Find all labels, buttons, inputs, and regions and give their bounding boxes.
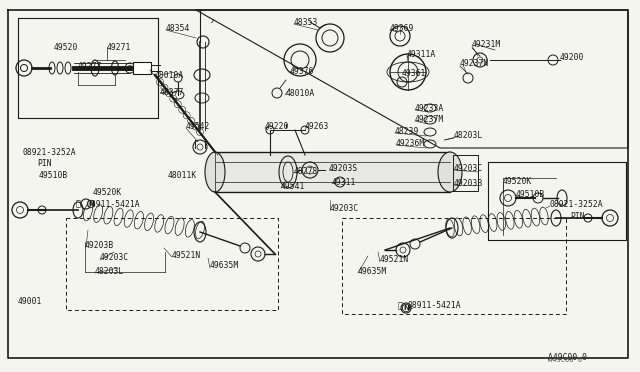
Text: 49520K: 49520K xyxy=(93,187,122,196)
Text: 48010A: 48010A xyxy=(286,89,316,97)
Text: 49311: 49311 xyxy=(332,177,356,186)
Text: 08911-5421A: 08911-5421A xyxy=(408,301,461,311)
Text: 49369: 49369 xyxy=(390,23,414,32)
Text: 08921-3252A: 08921-3252A xyxy=(22,148,76,157)
Text: 48273: 48273 xyxy=(294,167,318,176)
Text: 49361: 49361 xyxy=(402,68,426,77)
Text: 49220: 49220 xyxy=(265,122,289,131)
Text: A49C00 0: A49C00 0 xyxy=(548,353,587,362)
Text: 49001: 49001 xyxy=(18,298,42,307)
Text: 48239: 48239 xyxy=(395,126,419,135)
Text: 49203C: 49203C xyxy=(100,253,129,263)
Text: 49263: 49263 xyxy=(305,122,330,131)
Text: 49520: 49520 xyxy=(54,42,78,51)
Text: 49203B: 49203B xyxy=(85,241,115,250)
Text: 49237N: 49237N xyxy=(460,58,489,67)
Text: 49521N: 49521N xyxy=(380,256,409,264)
Text: N: N xyxy=(88,201,94,207)
Text: 49635M: 49635M xyxy=(358,266,387,276)
Text: N: N xyxy=(403,305,409,311)
Text: 49520K: 49520K xyxy=(503,176,532,186)
Text: 49541: 49541 xyxy=(281,182,305,190)
Bar xyxy=(215,152,450,192)
Ellipse shape xyxy=(438,152,462,192)
Text: Ⓝ: Ⓝ xyxy=(397,301,403,311)
Text: 48011K: 48011K xyxy=(168,170,197,180)
Text: 48354: 48354 xyxy=(166,23,190,32)
Ellipse shape xyxy=(205,152,225,192)
Text: 49236M: 49236M xyxy=(396,138,425,148)
Text: 49203S: 49203S xyxy=(329,164,358,173)
Text: 48377: 48377 xyxy=(160,87,184,96)
Text: 49231M: 49231M xyxy=(472,39,501,48)
Text: 49271: 49271 xyxy=(107,42,131,51)
Text: 48203L: 48203L xyxy=(454,131,483,140)
Text: 48010A: 48010A xyxy=(155,71,184,80)
Text: 49311A: 49311A xyxy=(407,49,436,58)
Text: 49510B: 49510B xyxy=(39,170,68,180)
Text: 49203C: 49203C xyxy=(454,164,483,173)
Text: 08911-5421A: 08911-5421A xyxy=(86,199,140,208)
Bar xyxy=(133,62,151,74)
Text: 49376: 49376 xyxy=(290,67,314,76)
Text: 49542: 49542 xyxy=(186,122,211,131)
Text: 49233A: 49233A xyxy=(415,103,444,112)
Text: 49635M: 49635M xyxy=(210,262,239,270)
Text: 49237M: 49237M xyxy=(415,115,444,124)
Text: Ⓝ: Ⓝ xyxy=(76,199,81,208)
Text: A49C00 0: A49C00 0 xyxy=(548,357,582,363)
Text: 49510B: 49510B xyxy=(516,189,545,199)
Text: 48203L: 48203L xyxy=(95,266,124,276)
Text: PIN: PIN xyxy=(37,158,52,167)
Text: 49203C: 49203C xyxy=(330,203,359,212)
Text: 49203B: 49203B xyxy=(454,179,483,187)
Text: 49200: 49200 xyxy=(560,52,584,61)
Bar xyxy=(453,155,478,191)
Text: 49521N: 49521N xyxy=(172,250,201,260)
Text: 49277: 49277 xyxy=(78,61,102,71)
Text: PIN: PIN xyxy=(570,212,584,221)
Text: 08921-3252A: 08921-3252A xyxy=(550,199,604,208)
Text: 48353: 48353 xyxy=(294,17,318,26)
